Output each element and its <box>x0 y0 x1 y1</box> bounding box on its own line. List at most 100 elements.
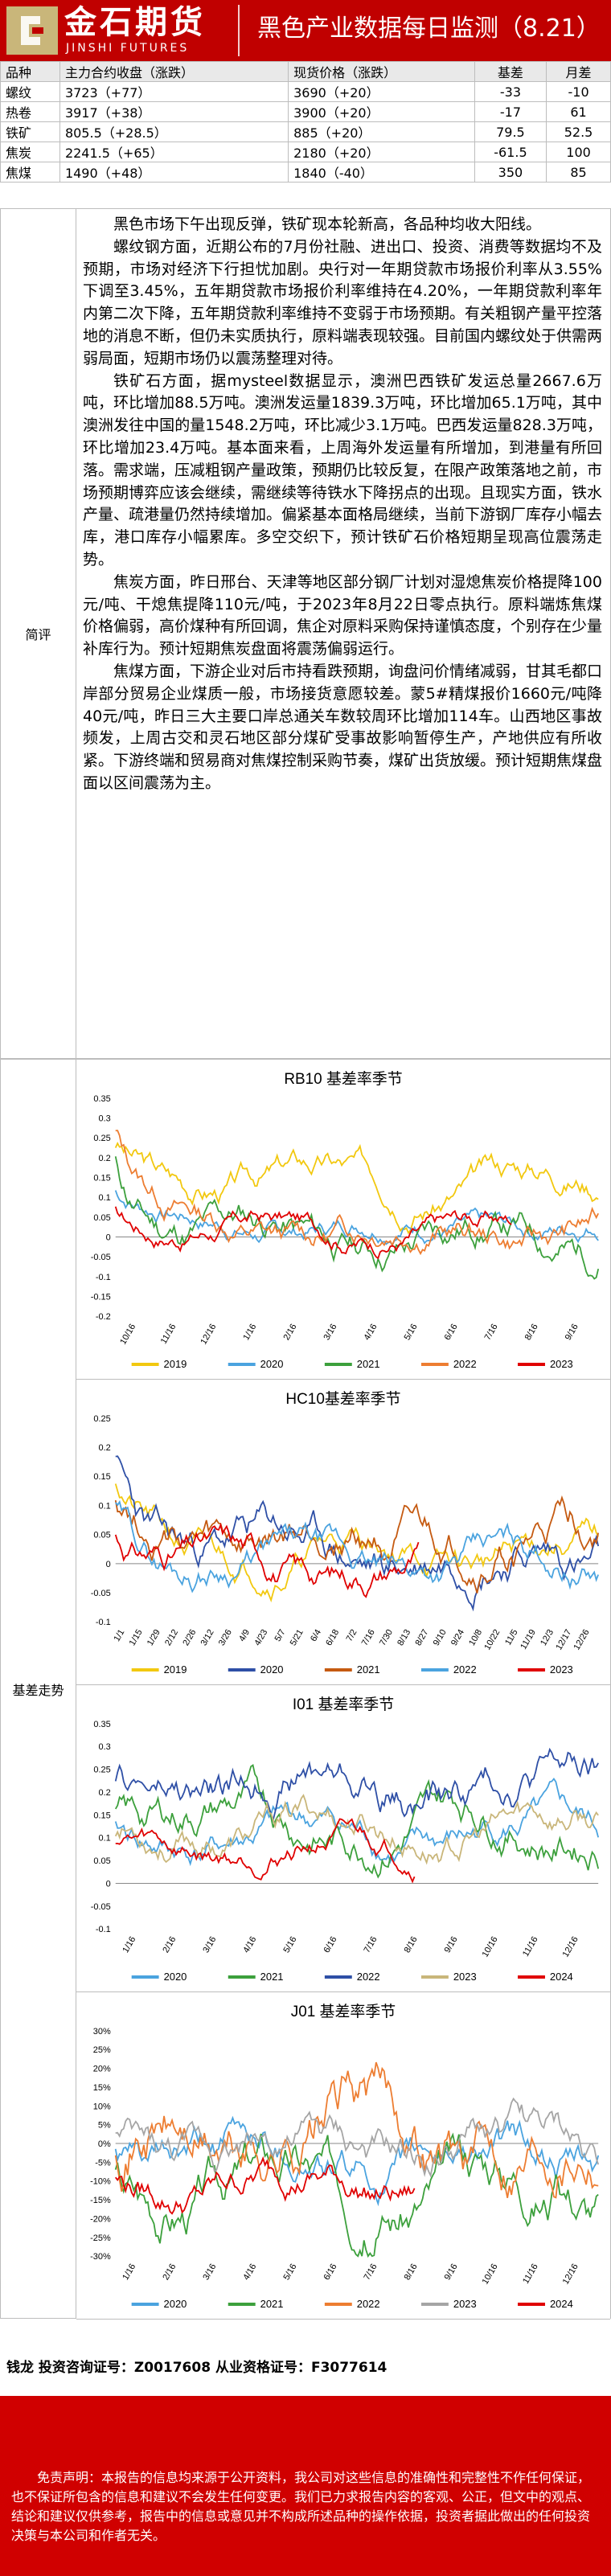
y-tick-label: 25% <box>93 2045 111 2055</box>
y-tick-label: -0.1 <box>96 1925 111 1934</box>
legend-label: 2021 <box>357 1358 380 1370</box>
x-tick-label: 6/16 <box>322 2262 338 2282</box>
y-tick-label: -0.1 <box>96 1273 111 1282</box>
x-tick-label: 8/13 <box>396 1628 412 1647</box>
x-tick-label: 4/16 <box>241 1935 258 1955</box>
table-cell: 85 <box>546 162 611 183</box>
company-name-en: JINSHI FUTURES <box>66 42 190 55</box>
table-cell: 61 <box>546 101 611 122</box>
y-tick-label: 0 <box>106 1233 111 1243</box>
legend-label: 2022 <box>357 1971 380 1983</box>
review-paragraph: 螺纹钢方面，近期公布的7月份社融、进出口、投资、消费等数据均不及预期，市场对经济… <box>83 237 603 367</box>
x-tick-label: 1/16 <box>121 2262 137 2282</box>
y-tick-label: 20% <box>93 2065 111 2074</box>
x-tick-label: 10/16 <box>481 2262 500 2287</box>
chart-title: J01 基差率季节 <box>291 2003 396 2020</box>
series-line <box>114 2115 600 2207</box>
analyst-credentials: 钱龙 投资咨询证号：Z0017608 从业资格证号：F3077614 <box>6 2360 388 2376</box>
x-tick-label: 8/27 <box>413 1628 430 1647</box>
x-tick-label: 4/9 <box>237 1628 252 1643</box>
series-line <box>114 1794 599 1865</box>
x-tick-label: 7/16 <box>483 1323 500 1342</box>
y-tick-label: 10% <box>93 2102 111 2111</box>
table-cell: 350 <box>474 162 547 183</box>
x-tick-label: 9/24 <box>449 1628 466 1647</box>
x-tick-label: 11/5 <box>503 1628 520 1647</box>
y-tick-label: 0.05 <box>93 1531 110 1540</box>
y-tick-label: 0.25 <box>93 1414 110 1424</box>
x-tick-label: 11/19 <box>519 1628 538 1651</box>
y-tick-label: 0.2 <box>98 1154 110 1163</box>
y-tick-label: 0% <box>98 2139 111 2149</box>
basis-chart: I01 基差率季节 0.35 0.3 0.25 0.2 0.15 0.1 0.05 0 -0.05… <box>76 1685 610 1992</box>
header-divider <box>238 5 240 56</box>
y-tick-label: -0.15 <box>91 1293 111 1302</box>
y-tick-label: -25% <box>90 2233 111 2243</box>
y-tick-label: 0.35 <box>93 1094 110 1104</box>
review-paragraph: 铁矿石方面，据mysteel数据显示，澳洲巴西铁矿发运总量2667.6万吨，环比… <box>83 371 603 568</box>
x-tick-label: 5/16 <box>281 1935 298 1955</box>
review-section: 简评 黑色市场下午出现反弹，铁矿现本轮新高，各品种均收大阳线。 螺纹钢方面，近期公… <box>0 208 611 1059</box>
y-tick-label: 0.2 <box>99 1788 111 1798</box>
legend-label: 2020 <box>164 2298 187 2310</box>
legend-label: 2023 <box>453 1971 477 1983</box>
x-tick-label: 12/17 <box>554 1628 573 1652</box>
table-cell: 3723（+77） <box>59 81 289 102</box>
chart-svg: I01 基差率季节 0.35 0.3 0.25 0.2 0.15 0.1 0.05 0 -0.05… <box>91 1696 600 1983</box>
table-cell: -33 <box>474 81 547 102</box>
table-row: 焦煤 1490（+48） 1840（-40） 350 85 <box>0 162 611 183</box>
y-tick-label: -5% <box>95 2158 111 2168</box>
table-cell: 3690（+20） <box>288 81 475 102</box>
legend-label: 2019 <box>164 1663 187 1676</box>
x-tick-label: 1/1 <box>112 1628 126 1643</box>
x-tick-label: 10/16 <box>481 1935 500 1959</box>
x-tick-label: 3/16 <box>322 1323 338 1342</box>
y-tick-label: 0.35 <box>93 1720 110 1729</box>
y-tick-label: 0.15 <box>93 1472 110 1482</box>
legend-label: 2020 <box>164 1971 187 1983</box>
table-cell: 2180（+20） <box>288 142 475 162</box>
x-tick-label: 2/16 <box>161 2262 178 2282</box>
chart-title: RB10 基差率季节 <box>284 1070 402 1088</box>
col-header-spot: 现货价格（涨跌） <box>288 61 475 82</box>
basis-chart: HC10基差率季节 0.25 0.2 0.15 0.1 0.05 0 -0.05 -0.1 1/1… <box>76 1380 610 1685</box>
table-cell: 热卷 <box>0 101 60 122</box>
x-tick-label: 7/16 <box>362 1935 379 1955</box>
x-tick-label: 6/16 <box>322 1935 338 1955</box>
x-tick-label: 5/7 <box>273 1628 288 1643</box>
legend-label: 2021 <box>357 1663 380 1676</box>
x-tick-label: 1/15 <box>128 1628 145 1647</box>
series-line <box>114 2061 599 2199</box>
y-tick-label: 15% <box>93 2083 111 2093</box>
x-tick-label: 11/16 <box>159 1323 178 1346</box>
col-header-spread: 月差 <box>546 61 611 82</box>
y-tick-label: 30% <box>93 2027 111 2037</box>
table-row: 焦炭 2241.5（+65） 2180（+20） -61.5 100 <box>0 142 611 162</box>
chart-title: I01 基差率季节 <box>293 1696 394 1713</box>
x-tick-label: 2/12 <box>163 1628 180 1647</box>
y-tick-label: -0.05 <box>91 1253 111 1262</box>
x-tick-label: 3/16 <box>201 1935 218 1955</box>
legend-label: 2023 <box>550 1663 573 1676</box>
y-tick-label: -0.05 <box>91 1589 111 1598</box>
x-tick-label: 2/26 <box>181 1628 198 1647</box>
series-line <box>114 1764 600 1879</box>
x-tick-label: 5/21 <box>289 1628 306 1647</box>
y-tick-label: -0.05 <box>91 1902 111 1912</box>
x-tick-label: 9/16 <box>443 2262 460 2282</box>
x-tick-label: 4/23 <box>252 1628 269 1647</box>
legend-label: 2024 <box>550 2298 573 2310</box>
basis-chart: J01 基差率季节 30% 25% 20% 15% 10% 5% 0% -5% -10% -15% -… <box>76 1992 610 2320</box>
legend-label: 2019 <box>164 1358 187 1370</box>
chart-svg: J01 基差率季节 30% 25% 20% 15% 10% 5% 0% -5% -10% -15% -… <box>90 2003 600 2310</box>
quote-table-header: 品种 主力合约收盘（涨跌） 现货价格（涨跌） 基差 月差 <box>0 61 611 82</box>
y-tick-label: 0 <box>106 1560 111 1569</box>
table-cell: -17 <box>474 101 547 122</box>
x-tick-label: 6/4 <box>309 1628 323 1643</box>
y-tick-label: 0.15 <box>93 1811 110 1820</box>
table-cell: -10 <box>546 81 611 102</box>
legend-label: 2023 <box>453 2298 477 2310</box>
col-header-basis: 基差 <box>474 61 547 82</box>
x-tick-label: 3/12 <box>199 1628 216 1647</box>
legend-label: 2020 <box>260 1663 284 1676</box>
